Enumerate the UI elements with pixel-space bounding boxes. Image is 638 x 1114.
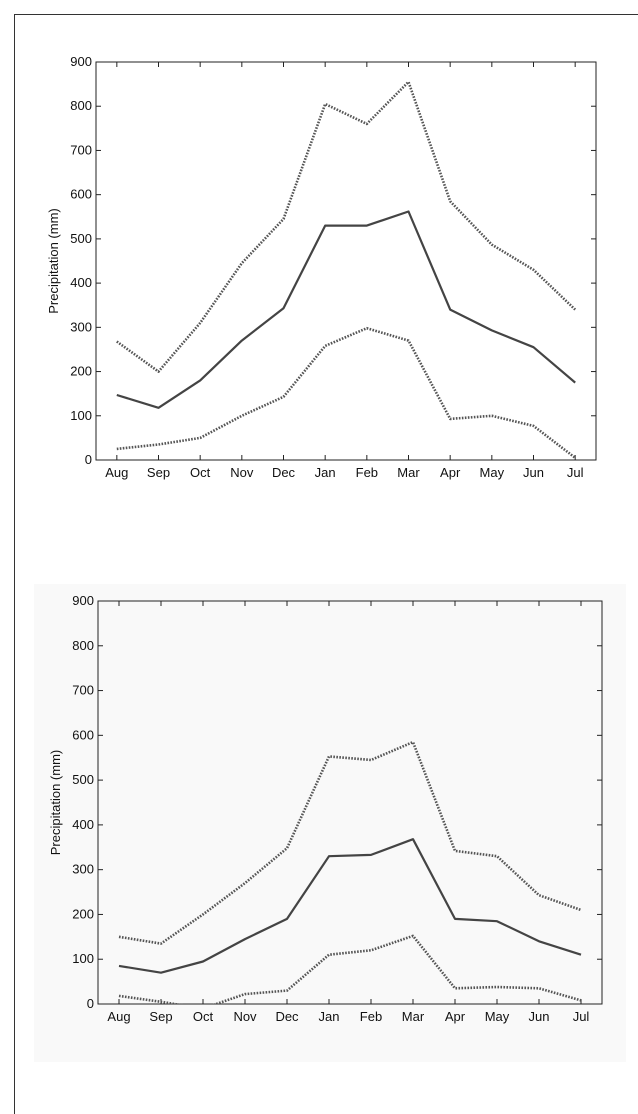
y-tick-label: 600 (72, 727, 94, 742)
x-tick-label: Mar (402, 1009, 425, 1024)
x-tick-label: Feb (356, 465, 378, 480)
y-tick-label: 200 (70, 364, 92, 379)
y-tick-label: 600 (70, 187, 92, 202)
x-tick-label: Oct (193, 1009, 214, 1024)
chart-top-svg: 0 100 200 300 400 500 600 700 800 900 Aug Sep Oct Nov… (28, 40, 628, 500)
plot-frame (98, 601, 602, 1004)
y-axis-label: Precipitation (mm) (48, 750, 63, 855)
y-tick-label: 300 (72, 862, 94, 877)
chart-bottom-svg: 0 100 200 300 400 500 600 700 800 900 Aug Sep Oct Nov… (34, 584, 626, 1062)
y-tick-label: 400 (72, 817, 94, 832)
y-tick-label: 300 (70, 319, 92, 334)
y-tick-label: 900 (72, 593, 94, 608)
x-tick-label: Apr (440, 465, 461, 480)
x-tick-label: May (480, 465, 505, 480)
series-line-solid-1 (119, 839, 581, 973)
y-tick-label: 500 (72, 772, 94, 787)
y-tick-label: 100 (72, 951, 94, 966)
chart-top: 0 100 200 300 400 500 600 700 800 900 Aug Sep Oct Nov… (28, 40, 628, 500)
y-tick-label: 400 (70, 275, 92, 290)
x-tick-label: Jun (529, 1009, 550, 1024)
y-tick-label: 700 (72, 683, 94, 698)
y-tick-label: 800 (70, 98, 92, 113)
y-tick-label: 200 (72, 906, 94, 921)
x-tick-label: Sep (149, 1009, 172, 1024)
x-tick-label: Jul (567, 465, 584, 480)
x-tick-label: Mar (397, 465, 420, 480)
y-tick-label: 500 (70, 231, 92, 246)
y-axis-label: Precipitation (mm) (46, 208, 61, 313)
x-tick-label: Oct (190, 465, 211, 480)
x-tick-label: Sep (147, 465, 170, 480)
x-tick-label: Jul (573, 1009, 590, 1024)
x-tick-label: Feb (360, 1009, 382, 1024)
x-tick-label: Nov (233, 1009, 257, 1024)
x-tick-label: Jan (319, 1009, 340, 1024)
series-line-dotted-2 (117, 328, 575, 458)
x-tick-label: Dec (272, 465, 296, 480)
y-tick-label: 100 (70, 408, 92, 423)
y-tick-label: 700 (70, 142, 92, 157)
x-tick-label: Aug (107, 1009, 130, 1024)
chart-bottom: 0 100 200 300 400 500 600 700 800 900 Aug Sep Oct Nov… (34, 584, 626, 1062)
series-line-dotted-0 (117, 82, 575, 372)
x-tick-label: Apr (445, 1009, 466, 1024)
x-tick-label: Jun (523, 465, 544, 480)
x-tick-label: Aug (105, 465, 128, 480)
x-tick-label: May (485, 1009, 510, 1024)
y-tick-label: 900 (70, 54, 92, 69)
x-tick-label: Nov (230, 465, 254, 480)
x-tick-label: Dec (275, 1009, 299, 1024)
y-tick-label: 800 (72, 638, 94, 653)
series-line-dotted-0 (119, 742, 581, 944)
x-tick-label: Jan (315, 465, 336, 480)
series-line-solid-1 (117, 212, 575, 408)
y-tick-label: 0 (85, 452, 92, 467)
series-line-dotted-2 (119, 936, 581, 1009)
y-tick-label: 0 (87, 996, 94, 1011)
